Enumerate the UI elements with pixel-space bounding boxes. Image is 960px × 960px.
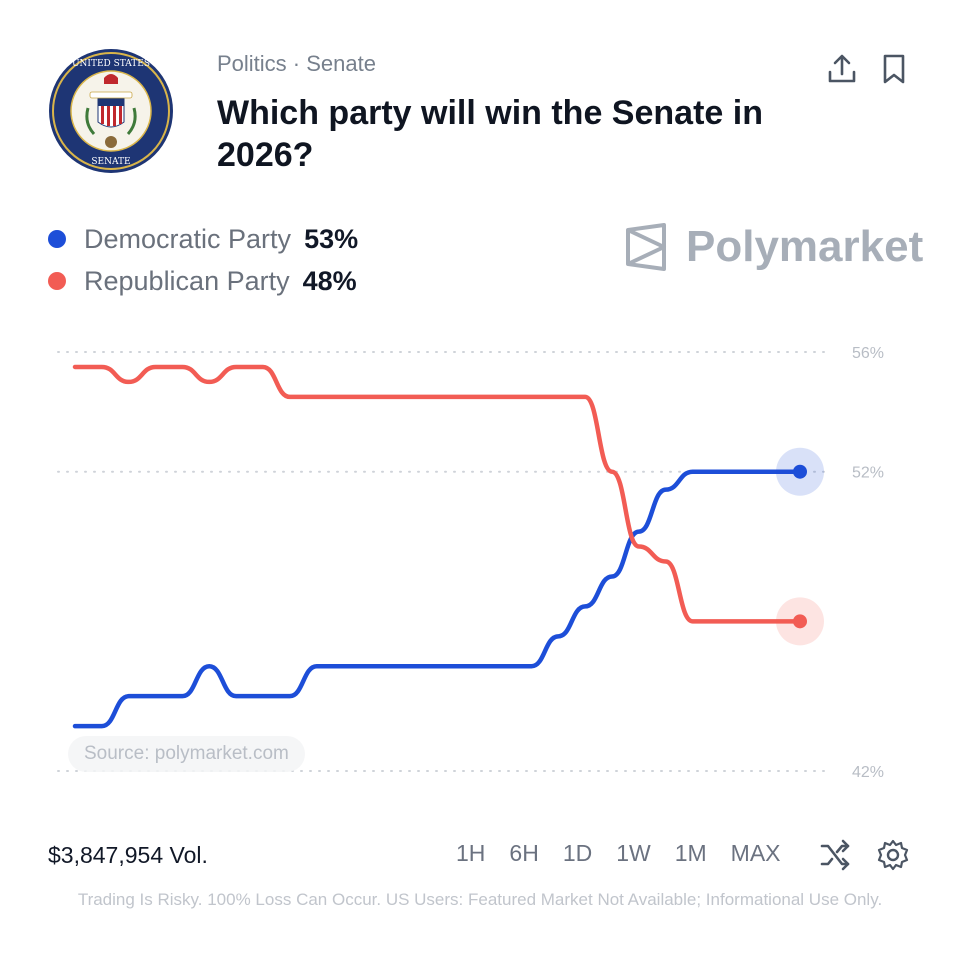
legend-label: Democratic Party: [84, 223, 292, 254]
endpoint-dot[interactable]: [793, 614, 807, 629]
y-tick-label: 56%: [852, 345, 884, 362]
time-range-selector: 1H 6H 1D 1W 1M MAX: [456, 840, 781, 867]
svg-text:SENATE: SENATE: [91, 157, 130, 167]
market-category[interactable]: Politics · Senate: [217, 51, 376, 76]
polymarket-logo-icon: [626, 223, 666, 271]
legend-item-democratic: Democratic Party 53%: [48, 218, 358, 260]
legend-dot-democratic: [48, 230, 66, 248]
brand-name: Polymarket: [686, 222, 924, 271]
share-icon[interactable]: [826, 52, 858, 86]
risk-disclaimer: Trading Is Risky. 100% Loss Can Occur. U…: [77, 890, 883, 909]
legend-value: 53%: [304, 223, 359, 254]
shuffle-icon[interactable]: [818, 838, 852, 872]
chart-legend: Democratic Party 53% Republican Party 48…: [48, 218, 358, 302]
gear-icon[interactable]: [876, 838, 910, 872]
range-1d[interactable]: 1D: [562, 840, 593, 866]
range-6h[interactable]: 6H: [509, 840, 539, 866]
range-1w[interactable]: 1W: [616, 840, 651, 866]
range-1m[interactable]: 1M: [674, 840, 707, 866]
range-1h[interactable]: 1H: [456, 840, 486, 866]
y-tick-label: 52%: [852, 465, 884, 482]
market-title: Which party will win the Senate in 2026?: [217, 94, 763, 174]
y-tick-label: 42%: [852, 764, 884, 781]
legend-value: 48%: [302, 265, 357, 296]
series-line-democratic: [72, 469, 803, 729]
svg-text:UNITED STATES: UNITED STATES: [72, 59, 150, 69]
senate-seal-logo: UNITED STATES SENATE: [49, 49, 173, 173]
endpoint-dot[interactable]: [793, 464, 807, 479]
volume-label: $3,847,954 Vol.: [48, 842, 208, 868]
legend-label: Republican Party: [84, 265, 290, 296]
polymarket-watermark: Polymarket: [624, 222, 923, 272]
bookmark-icon[interactable]: [878, 52, 910, 86]
series-line-republican: [72, 364, 803, 624]
legend-item-republican: Republican Party 48%: [48, 260, 358, 302]
legend-dot-republican: [48, 272, 66, 290]
source-label: Source: polymarket.com: [68, 736, 305, 772]
range-max[interactable]: MAX: [730, 840, 781, 866]
